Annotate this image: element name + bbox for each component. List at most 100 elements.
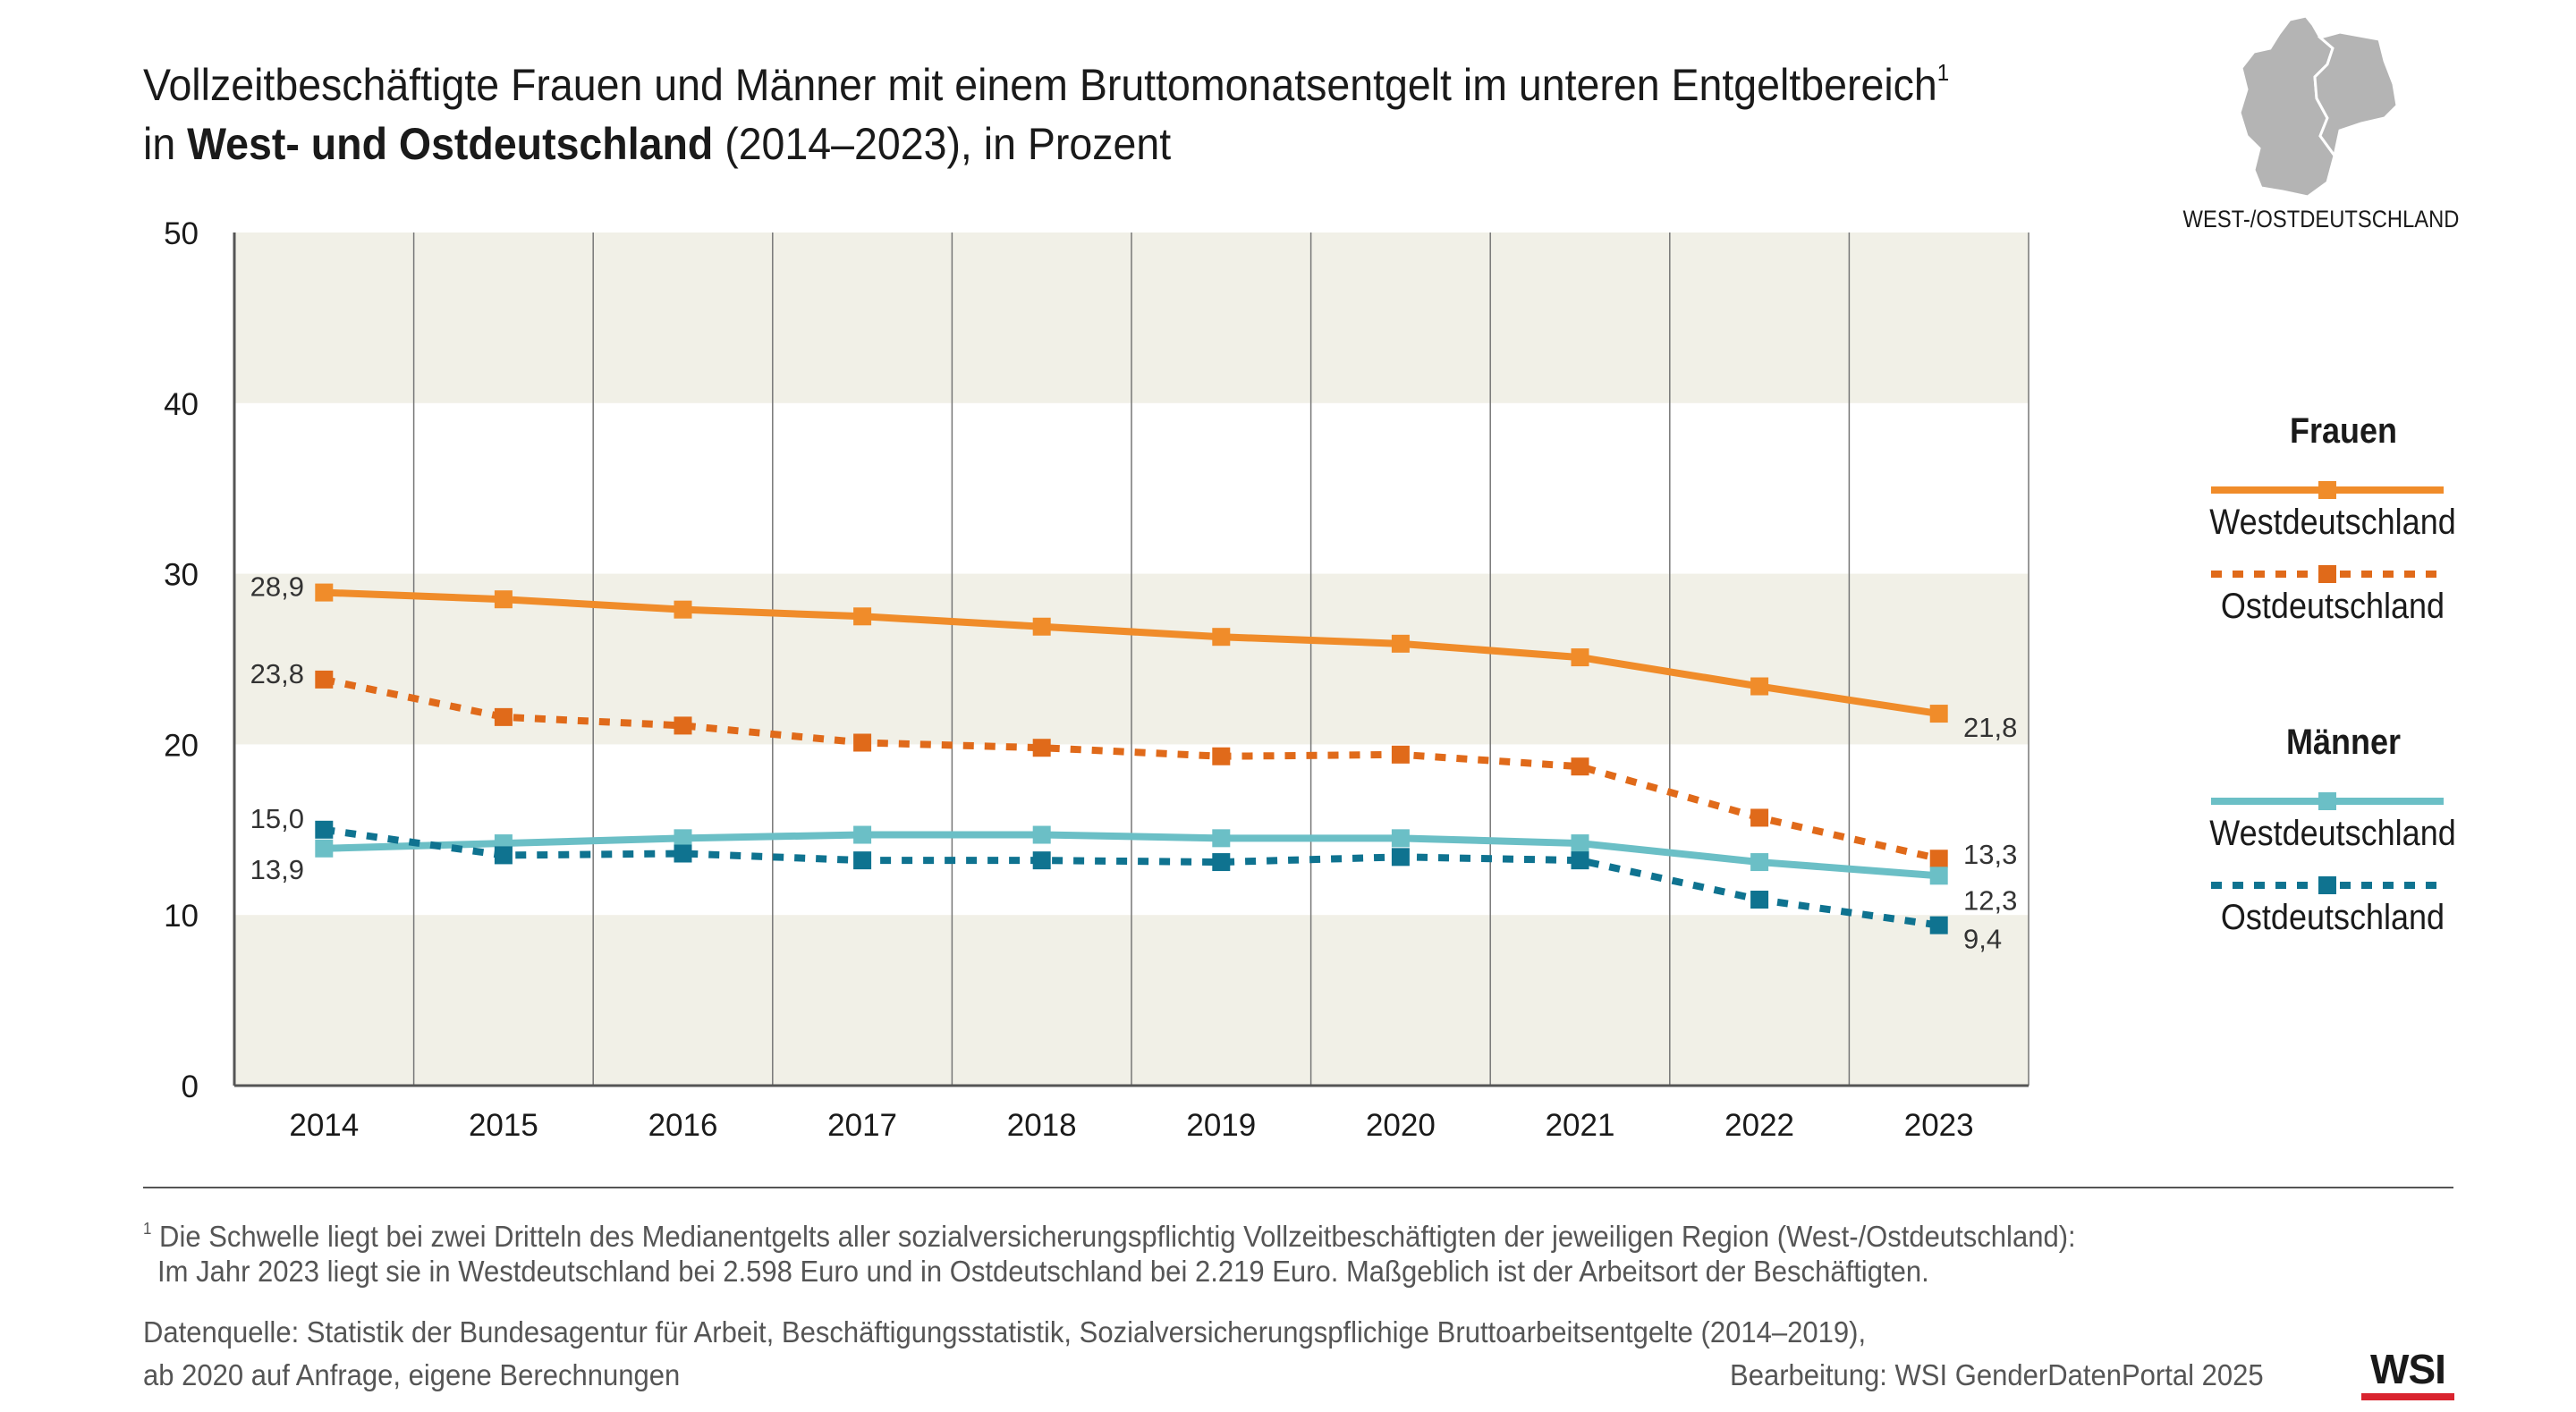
- x-tick-label-2022: 2022: [1724, 1108, 1794, 1143]
- series-0-marker-2015: [494, 590, 513, 609]
- series-2-end-label: 12,3: [1963, 884, 2017, 916]
- legend-label-maenner-west: Westdeutschland: [2209, 814, 2456, 853]
- y-tick-label-50: 50: [164, 216, 199, 251]
- footer-divider: [143, 1187, 2453, 1188]
- series-3-start-label: 15,0: [250, 803, 304, 834]
- series-0-marker-2022: [1750, 677, 1769, 696]
- germany-east-shape: [2313, 30, 2399, 159]
- series-3-marker-2020: [1391, 848, 1410, 867]
- series-0-marker-2020: [1391, 634, 1410, 653]
- y-tick-label-10: 10: [164, 899, 199, 934]
- x-tick-label-2014: 2014: [289, 1108, 359, 1143]
- legend-symbols: [2211, 481, 2444, 894]
- series-2-marker-2014: [315, 839, 334, 858]
- credit: Bearbeitung: WSI GenderDatenPortal 2025: [1730, 1358, 2264, 1391]
- wsi-logo: WSI: [2361, 1347, 2454, 1400]
- x-tick-label-2021: 2021: [1546, 1108, 1615, 1143]
- series-2-marker-2020: [1391, 829, 1410, 848]
- series-2-marker-2021: [1571, 834, 1589, 853]
- series-3-marker-2022: [1750, 891, 1769, 909]
- series-3-end-label: 9,4: [1963, 924, 2002, 955]
- footnote-text1: Die Schwelle liegt bei zwei Dritteln des…: [159, 1220, 2076, 1253]
- series-0-end-label: 21,8: [1963, 712, 2017, 743]
- series-3-marker-2016: [674, 844, 692, 863]
- series-1-marker-2018: [1032, 739, 1051, 757]
- series-2-marker-2018: [1032, 825, 1051, 844]
- series-3-marker-2023: [1929, 916, 1948, 934]
- series-1-marker-2023: [1929, 850, 1948, 868]
- series-line-2: [324, 831, 1940, 880]
- title-footnote-mark: 1: [1936, 59, 1950, 86]
- germany-map-icon: [2238, 14, 2399, 199]
- y-tick-label-30: 30: [164, 558, 199, 593]
- legend-marker-3: [2318, 876, 2336, 894]
- series-2-marker-2017: [853, 825, 872, 844]
- source-line2: ab 2020 auf Anfrage, eigene Berechnungen: [143, 1358, 681, 1391]
- chart-axes: [233, 233, 2029, 1087]
- legend-heading-frauen: Frauen: [2289, 411, 2398, 451]
- series-0-marker-2023: [1929, 705, 1948, 723]
- series-1-end-label: 13,3: [1963, 839, 2017, 870]
- series-0-marker-2016: [674, 600, 692, 619]
- series-3-marker-2019: [1212, 853, 1231, 872]
- legend-label-frauen-west: Westdeutschland: [2209, 503, 2456, 542]
- series-1-marker-2014: [315, 670, 334, 689]
- x-tick-label-2023: 2023: [1904, 1108, 1974, 1143]
- source-line1: Datenquelle: Statistik der Bundesagentur…: [143, 1315, 1867, 1349]
- legend-marker-0: [2318, 481, 2336, 499]
- series-3-marker-2021: [1571, 851, 1589, 870]
- legend-marker-2: [2318, 792, 2336, 810]
- series-1-marker-2022: [1750, 808, 1769, 827]
- series-1-start-label: 23,8: [250, 658, 304, 689]
- series-1-marker-2021: [1571, 757, 1589, 776]
- series-0-start-label: 28,9: [250, 571, 304, 603]
- series-line-1: [323, 675, 1940, 863]
- x-tick-label-2020: 2020: [1366, 1108, 1436, 1143]
- series-1-marker-2019: [1212, 747, 1231, 765]
- legend-label-frauen-ost: Ostdeutschland: [2220, 587, 2445, 626]
- series-2-marker-2023: [1929, 867, 1948, 885]
- wsi-logo-text: WSI: [2370, 1346, 2446, 1392]
- data-labels: 28,9 21,8 23,8 13,3 13,9 12,3 15,0 9,4: [250, 571, 2018, 955]
- title-line1: Vollzeitbeschäftigte Frauen und Männer m…: [143, 60, 1937, 110]
- series-1-marker-2015: [494, 707, 513, 726]
- y-tick-labels: 0 10 20 30 40 50: [164, 216, 199, 1104]
- series-1-marker-2020: [1391, 745, 1410, 764]
- chart-title: Vollzeitbeschäftigte Frauen und Männer m…: [143, 43, 2015, 173]
- series-0-marker-2014: [315, 583, 334, 602]
- series-0-marker-2017: [853, 607, 872, 626]
- y-tick-label-0: 0: [182, 1070, 199, 1104]
- series-3-marker-2017: [853, 851, 872, 870]
- x-tick-label-2016: 2016: [648, 1108, 718, 1143]
- series-1-marker-2016: [674, 716, 692, 735]
- series-3-marker-2014: [315, 820, 334, 839]
- series-0-marker-2019: [1212, 628, 1231, 647]
- footnote-line1: 1 Die Schwelle liegt bei zwei Dritteln d…: [143, 1207, 2076, 1258]
- title-line2-suffix: (2014–2023), in Prozent: [713, 119, 1172, 169]
- series-3-marker-2018: [1032, 851, 1051, 870]
- series-0-marker-2021: [1571, 648, 1589, 667]
- series-2-marker-2016: [674, 829, 692, 848]
- x-tick-labels: 2014 2015 2016 2017 2018 2019 2020 2021 2022 2023: [289, 1108, 1973, 1143]
- legend-label-maenner-ost: Ostdeutschland: [2220, 898, 2445, 937]
- series-1-marker-2017: [853, 733, 872, 752]
- data-source: Datenquelle: Statistik der Bundesagentur…: [143, 1311, 1866, 1397]
- series-0-marker-2018: [1032, 617, 1051, 636]
- title-line2-prefix: in: [143, 119, 188, 169]
- legend-heading-maenner: Männer: [2285, 723, 2402, 762]
- title-line2-bold: West- und Ostdeutschland: [187, 119, 714, 169]
- x-tick-label-2015: 2015: [469, 1108, 538, 1143]
- series-2-start-label: 13,9: [250, 854, 304, 885]
- series-2-marker-2022: [1750, 853, 1769, 872]
- wsi-logo-bar: [2361, 1393, 2454, 1400]
- y-tick-label-20: 20: [164, 728, 199, 763]
- map-label: WEST-/OSTDEUTSCHLAND: [2182, 206, 2460, 233]
- y-tick-label-40: 40: [164, 387, 199, 422]
- series-line-0: [324, 588, 1940, 718]
- line-chart: 0 10 20 30 40 50 2014 2015 2016 2017 2018 2019 2020…: [164, 216, 2444, 1143]
- x-tick-label-2019: 2019: [1186, 1108, 1256, 1143]
- x-tick-label-2018: 2018: [1007, 1108, 1077, 1143]
- x-tick-label-2017: 2017: [827, 1108, 897, 1143]
- chart-series: [315, 583, 1948, 934]
- footnote-line2: Im Jahr 2023 liegt sie in Westdeutschlan…: [157, 1255, 1929, 1288]
